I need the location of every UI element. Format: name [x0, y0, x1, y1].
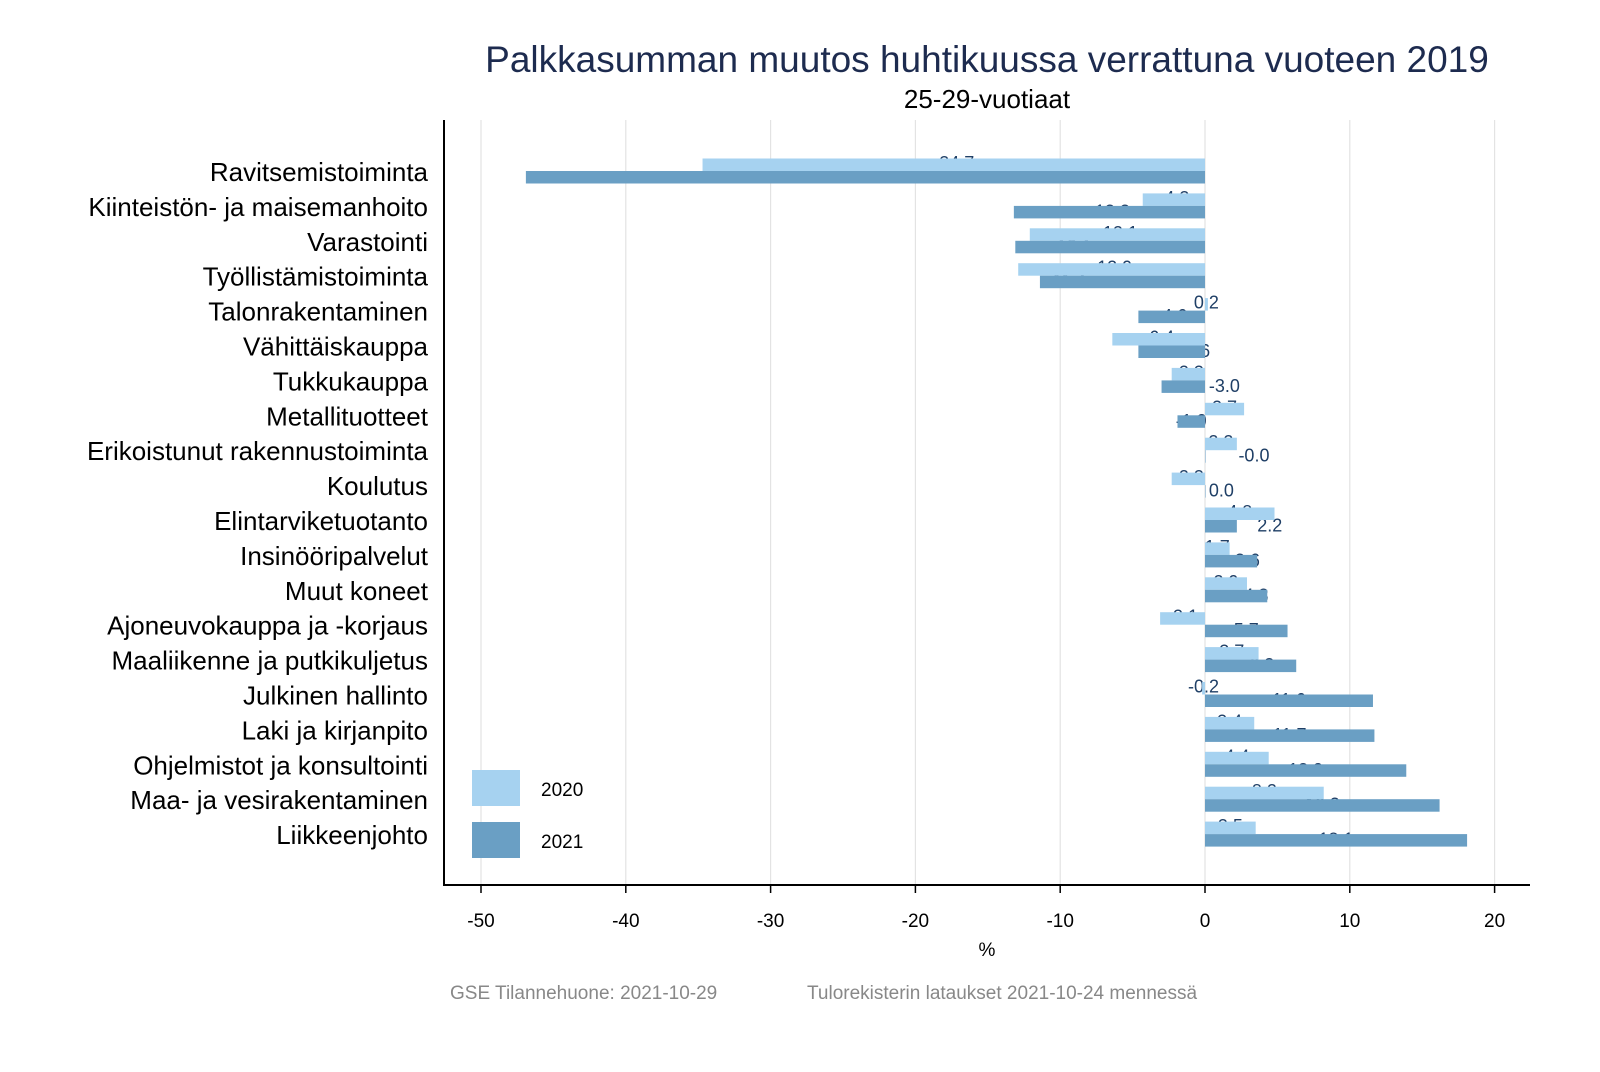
bar-2021 — [1138, 310, 1205, 324]
bar-2020 — [1205, 716, 1255, 730]
category-label: Maa- ja vesirakentaminen — [130, 785, 428, 815]
bar-2020 — [1205, 577, 1247, 590]
bar-2021 — [1205, 520, 1237, 533]
bar-2021 — [1205, 554, 1258, 568]
data-label-2021: 2.2 — [1257, 516, 1282, 536]
bar-2020 — [1205, 437, 1237, 451]
bar-2021 — [1205, 694, 1373, 707]
bar-2021 — [1205, 834, 1468, 847]
category-label: Vähittäiskauppa — [243, 332, 429, 362]
category-label: Muut koneet — [285, 576, 429, 606]
x-tick-label: 0 — [1200, 911, 1211, 932]
bar-2021 — [1205, 799, 1440, 812]
category-label: Varastointi — [307, 227, 428, 257]
bar-2020 — [1171, 367, 1205, 381]
data-label-2021: -0.0 — [1238, 446, 1269, 466]
bar-2020 — [702, 158, 1205, 171]
x-tick-label: -40 — [612, 911, 639, 932]
category-label: Insinööripalvelut — [240, 541, 429, 571]
category-label: Laki ja kirjanpito — [242, 715, 428, 745]
category-label: Erikoistunut rakennustoiminta — [87, 436, 429, 466]
bar-2020 — [1205, 402, 1245, 416]
category-label: Koulutus — [327, 471, 428, 501]
bar-2021 — [525, 171, 1205, 184]
x-axis-label: % — [979, 940, 996, 961]
bar-2020 — [1205, 647, 1259, 660]
x-tick-label: -20 — [902, 911, 929, 932]
bar-2020 — [1205, 821, 1256, 835]
bar-2021 — [1205, 659, 1297, 673]
bar-2020 — [1171, 472, 1205, 486]
bar-2021 — [1205, 624, 1288, 638]
category-label: Metallituotteet — [266, 401, 429, 431]
legend-swatch-2021 — [472, 822, 520, 858]
footer-note: Tulorekisterin lataukset 2021-10-24 menn… — [807, 983, 1197, 1004]
category-label: Ravitsemistoiminta — [210, 157, 429, 187]
data-labels: -34.7-46.9-4.3-13.2-12.1-13.1-12.9-11.40… — [845, 153, 1354, 850]
category-label: Työllistämistoiminta — [203, 262, 429, 292]
x-tick-label: -10 — [1046, 911, 1073, 932]
bar-2020 — [1205, 751, 1269, 765]
bar-2020 — [1205, 507, 1275, 520]
category-label: Kiinteistön- ja maisemanhoito — [88, 192, 428, 222]
category-label: Elintarviketuotanto — [214, 506, 428, 536]
bar-2020 — [1205, 786, 1324, 800]
data-label-2021: 0.0 — [1209, 481, 1234, 501]
bar-2021 — [1205, 764, 1407, 777]
bar-2021 — [1161, 380, 1205, 393]
category-label: Ohjelmistot ja konsultointi — [133, 750, 428, 780]
bar-2021 — [1205, 450, 1206, 463]
category-label: Talonrakentaminen — [208, 297, 428, 327]
bar-2021 — [1138, 345, 1205, 358]
bar-2020 — [1112, 333, 1205, 346]
bar-2020 — [1018, 263, 1205, 276]
legend: 2020 2021 — [472, 770, 583, 858]
bar-2021 — [1177, 415, 1205, 428]
footer-source: GSE Tilannehuone: 2021-10-29 — [450, 983, 717, 1004]
bar-2020 — [1205, 298, 1208, 311]
category-label: Ajoneuvokauppa ja -korjaus — [107, 611, 428, 641]
bar-2020 — [1142, 193, 1205, 206]
bar-2021 — [1205, 729, 1375, 742]
category-label: Tukkukauppa — [273, 366, 429, 396]
chart-subtitle: 25-29-vuotiaat — [904, 84, 1071, 114]
category-label: Maaliikenne ja putkikuljetus — [111, 646, 428, 676]
legend-swatch-2020 — [472, 770, 520, 806]
bar-2021 — [1013, 205, 1205, 219]
legend-label-2021: 2021 — [541, 832, 583, 853]
data-label-2021: -3.0 — [1209, 376, 1240, 396]
x-tick-label: -30 — [757, 911, 784, 932]
bar-2020 — [1202, 682, 1205, 695]
category-label: Liikkeenjohto — [276, 820, 428, 850]
bar-2020 — [1029, 228, 1205, 241]
bar-2021 — [1205, 485, 1206, 498]
category-label: Julkinen hallinto — [243, 681, 428, 711]
chart-title: Palkkasumman muutos huhtikuussa verrattu… — [485, 39, 1489, 80]
bar-2020 — [1160, 612, 1205, 625]
bar-2021 — [1015, 240, 1205, 254]
bar-2020 — [1205, 542, 1230, 555]
bar-2021 — [1205, 589, 1268, 603]
bar-2021 — [1039, 275, 1205, 289]
legend-label-2020: 2020 — [541, 780, 583, 801]
x-tick-label: -50 — [467, 911, 494, 932]
x-tick-label: 10 — [1339, 911, 1360, 932]
x-tick-label: 20 — [1484, 911, 1505, 932]
